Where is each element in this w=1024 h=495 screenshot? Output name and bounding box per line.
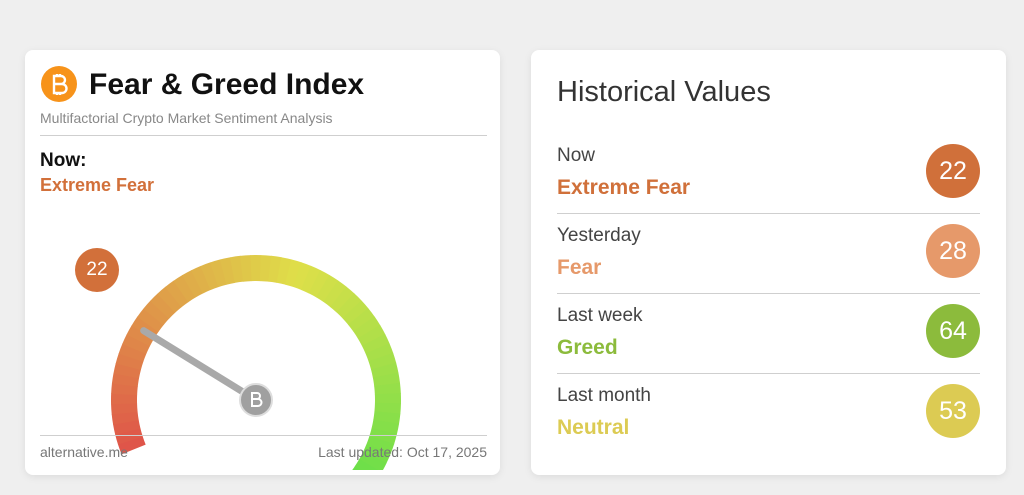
gauge-arc	[137, 308, 164, 332]
gauge-arc	[353, 316, 381, 339]
gauge-arc	[354, 459, 379, 470]
now-label: Now:	[40, 150, 87, 171]
gauge-arc	[240, 255, 252, 282]
period-label: Yesterday	[557, 225, 641, 246]
value-badge: 28	[926, 224, 980, 278]
classification: Neutral	[557, 416, 630, 439]
gauge-arc	[300, 265, 321, 294]
gauge-arc	[259, 255, 272, 282]
gauge-needle	[140, 327, 260, 404]
period-label: Last week	[557, 305, 643, 326]
divider	[40, 135, 487, 136]
gauge-arc	[372, 372, 401, 387]
gauge-arc	[111, 372, 140, 387]
gauge-arc	[347, 308, 375, 332]
gauge-arc	[284, 259, 302, 288]
gauge-arc	[113, 362, 141, 379]
gauge-arc	[374, 402, 401, 415]
gauge-arc	[368, 352, 397, 370]
gauge-arc	[336, 293, 362, 319]
gauge-arc	[308, 269, 330, 298]
divider	[557, 213, 980, 214]
gauge-arc	[111, 383, 138, 396]
gauge-arc	[219, 257, 236, 285]
now-value-badge: 22	[75, 248, 119, 292]
gauge-arc	[370, 362, 399, 379]
value-badge: 22	[926, 144, 980, 198]
divider	[557, 293, 980, 294]
gauge-arc	[365, 343, 394, 362]
value-badge: 53	[926, 384, 980, 438]
gauge-arc	[357, 324, 386, 347]
gauge-arc	[329, 286, 355, 313]
gauge-arc	[115, 353, 144, 371]
gauge-arc	[118, 343, 147, 363]
gauge	[111, 255, 401, 470]
divider	[40, 435, 487, 436]
gauge-arc	[200, 262, 219, 291]
gauge-arc	[157, 286, 182, 313]
classification: Fear	[557, 256, 602, 279]
history-card: Historical Values Now Extreme Fear 22 Yeste…	[531, 50, 1006, 475]
period-label: Now	[557, 145, 596, 166]
gauge-arc	[268, 255, 282, 283]
now-classification: Extreme Fear	[40, 175, 155, 195]
gauge-arc	[165, 280, 189, 308]
index-card: Fear & Greed Index Multifactorial Crypto…	[25, 50, 500, 475]
gauge-arc	[229, 255, 244, 283]
classification: Greed	[557, 336, 618, 359]
gauge-arc	[374, 382, 401, 395]
subtitle: Multifactorial Crypto Market Sentiment A…	[40, 110, 333, 126]
gauge-arc	[361, 333, 390, 354]
gauge-arc	[143, 300, 170, 326]
updated: Last updated: Oct 17, 2025	[318, 444, 487, 460]
gauge-arc	[373, 411, 401, 425]
gauge-arc	[173, 275, 196, 303]
gauge-arc	[316, 274, 339, 303]
title: Fear & Greed Index	[89, 68, 365, 101]
gauge-arc	[122, 334, 151, 355]
gauge-arc	[113, 419, 141, 435]
bitcoin-logo	[41, 66, 77, 102]
history-title: Historical Values	[557, 76, 771, 108]
gauge-arc	[182, 270, 204, 298]
hub-logo	[251, 392, 263, 407]
gauge-arc	[371, 419, 400, 435]
gauge-arc	[210, 259, 227, 288]
period-label: Last month	[557, 385, 651, 406]
divider	[557, 373, 980, 374]
gauge-arc	[111, 411, 139, 425]
gauge-arc	[111, 402, 138, 415]
gauge-arc	[292, 262, 312, 291]
value-badge: 64	[926, 304, 980, 358]
gauge-arc	[276, 257, 292, 285]
gauge-arc	[323, 280, 347, 308]
gauge-arc	[191, 265, 211, 294]
gauge-arc	[117, 436, 146, 455]
gauge-arc	[342, 300, 369, 325]
classification: Extreme Fear	[557, 176, 691, 199]
gauge-arc	[150, 293, 176, 319]
source: alternative.me	[40, 444, 128, 460]
